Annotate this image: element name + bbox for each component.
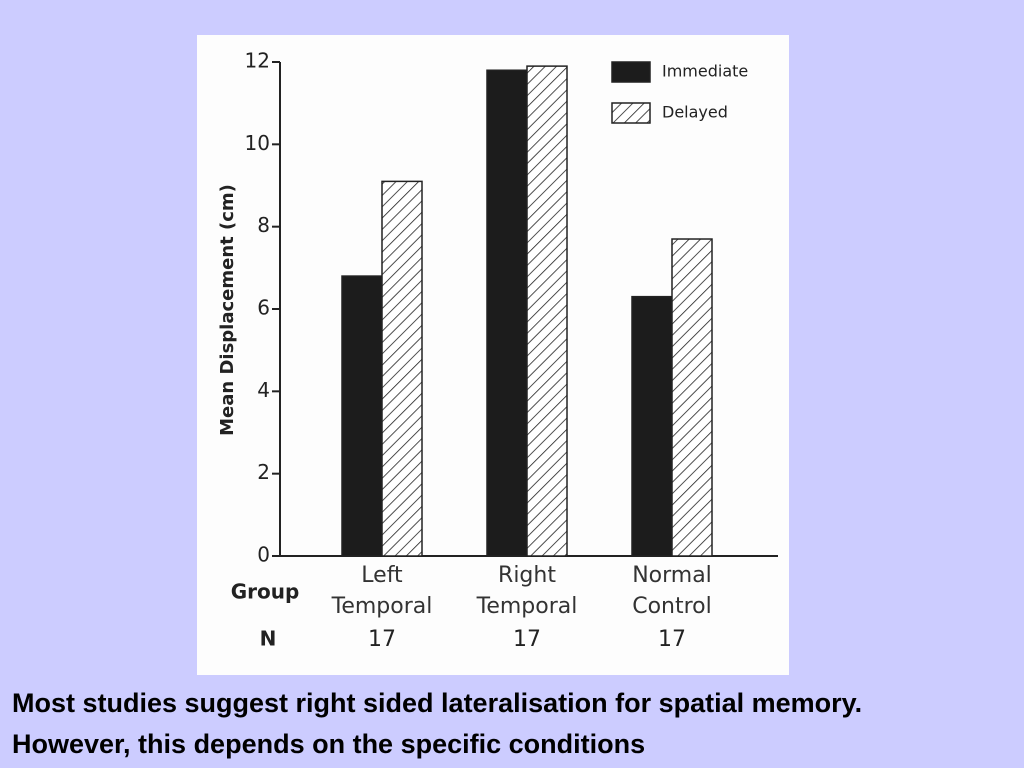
- y-tick-label: 2: [257, 460, 270, 484]
- x-tick-label: Normal Control: [632, 563, 712, 619]
- y-tick-label: 4: [257, 378, 270, 402]
- n-label: N: [260, 627, 277, 651]
- y-axis-label: Mean Displacement (cm): [217, 184, 238, 436]
- legend-label: Immediate: [662, 62, 748, 81]
- bar: [671, 238, 713, 557]
- caption: Most studies suggest right sided lateral…: [12, 688, 863, 759]
- legend-swatch: [611, 61, 651, 83]
- y-tick-label: 8: [257, 213, 270, 237]
- legend-swatch: [611, 102, 651, 124]
- n-value: 17: [658, 627, 686, 652]
- n-value: 17: [368, 627, 396, 652]
- y-tick-label: 12: [245, 49, 270, 73]
- bar: [526, 65, 568, 557]
- x-tick-label: Left Temporal: [331, 563, 433, 619]
- n-value: 17: [513, 627, 541, 652]
- y-tick-label: 6: [257, 296, 270, 320]
- bar: [341, 275, 383, 557]
- bar: [381, 180, 423, 557]
- y-tick-label: 0: [257, 543, 270, 567]
- group-label: Group: [231, 580, 300, 604]
- bar: [631, 295, 673, 557]
- legend-label: Delayed: [662, 103, 728, 122]
- bar: [486, 69, 528, 557]
- y-tick-label: 10: [245, 131, 270, 155]
- x-tick-label: Right Temporal: [476, 563, 578, 619]
